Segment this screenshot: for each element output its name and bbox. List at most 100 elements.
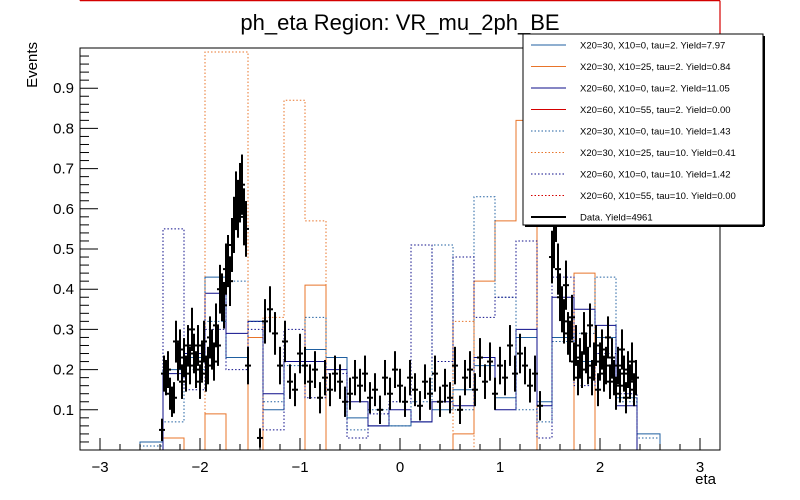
data-point bbox=[367, 382, 373, 414]
data-point bbox=[512, 355, 518, 392]
data-point bbox=[187, 346, 193, 385]
data-point bbox=[575, 359, 581, 396]
data-point bbox=[561, 299, 567, 344]
data-point bbox=[567, 320, 573, 363]
data-point bbox=[297, 333, 303, 374]
data-point bbox=[581, 312, 587, 355]
data-point bbox=[569, 294, 575, 340]
data-point bbox=[422, 364, 428, 399]
data-point bbox=[563, 260, 569, 310]
data-point bbox=[362, 355, 368, 392]
x-axis: −3 −2 −1 0 1 2 3 bbox=[79, 438, 721, 476]
data-point bbox=[629, 342, 635, 381]
data-point bbox=[387, 377, 393, 410]
data-point bbox=[179, 364, 185, 399]
data-point bbox=[337, 364, 343, 399]
data-point bbox=[615, 346, 621, 385]
data-point bbox=[621, 355, 627, 392]
data-point bbox=[607, 364, 613, 399]
data-point bbox=[599, 329, 605, 370]
data-point bbox=[282, 320, 288, 363]
data-point bbox=[227, 256, 233, 307]
data-point bbox=[595, 373, 601, 407]
data-point bbox=[603, 346, 609, 385]
data-point bbox=[467, 351, 473, 389]
data-point bbox=[619, 329, 625, 370]
legend-entry: X20=30, X10=25, tau=10. Yield=0.41 bbox=[531, 148, 736, 159]
data-point bbox=[627, 364, 633, 399]
x-tick-label: 0 bbox=[396, 459, 404, 476]
data-point bbox=[165, 351, 171, 389]
data-point bbox=[312, 351, 318, 389]
data-point bbox=[402, 386, 408, 417]
data-point bbox=[537, 391, 543, 421]
legend-entry: X20=60, X10=55, tau=10. Yield=0.00 bbox=[531, 191, 736, 202]
data-point bbox=[585, 346, 591, 385]
data-point bbox=[477, 338, 483, 377]
data-point bbox=[327, 373, 333, 407]
legend-entry: Data. Yield=4961 bbox=[531, 213, 653, 224]
legend-entry: X20=30, X10=0, tau=2. Yield=7.97 bbox=[531, 41, 725, 52]
y-tick-label: 0.7 bbox=[53, 161, 74, 178]
data-point bbox=[497, 346, 503, 385]
data-point bbox=[357, 368, 363, 403]
data-point bbox=[472, 373, 478, 407]
data-point bbox=[215, 325, 221, 366]
y-tick-label: 0.8 bbox=[53, 120, 74, 137]
x-tick-label: 2 bbox=[596, 459, 604, 476]
data-point bbox=[417, 391, 423, 421]
y-tick-label: 0.1 bbox=[53, 402, 74, 419]
data-point bbox=[527, 368, 533, 403]
data-point bbox=[457, 395, 463, 424]
legend-label: X20=30, X10=0, tau=10. Yield=1.43 bbox=[580, 127, 731, 138]
plot-area: −3 −2 −1 0 1 2 3 0.1 0.2 0.3 0.4 0.5 0.6 0.7 0.8 0.9 bbox=[53, 47, 721, 476]
data-point bbox=[397, 368, 403, 403]
chart-title: ph_eta Region: VR_mu_2ph_BE bbox=[240, 10, 559, 35]
data-point bbox=[197, 364, 203, 399]
legend-label: X20=30, X10=25, tau=10. Yield=0.41 bbox=[580, 148, 736, 159]
y-tick-label: 0.9 bbox=[53, 80, 74, 97]
legend-label: X20=30, X10=25, tau=2. Yield=0.84 bbox=[580, 62, 731, 73]
data-point bbox=[555, 243, 561, 295]
data-point bbox=[407, 359, 413, 396]
data-point bbox=[573, 325, 579, 366]
data-point bbox=[287, 364, 293, 399]
data-point bbox=[183, 355, 189, 392]
data-point bbox=[447, 382, 453, 414]
data-point bbox=[532, 355, 538, 392]
legend-entry: X20=60, X10=0, tau=2. Yield=11.05 bbox=[531, 84, 730, 95]
data-point bbox=[221, 281, 227, 329]
legend-entry: X20=60, X10=0, tau=10. Yield=1.42 bbox=[531, 170, 731, 181]
legend: X20=30, X10=0, tau=2. Yield=7.97 X20=30, … bbox=[522, 33, 765, 227]
x-tick-label: −2 bbox=[191, 459, 208, 476]
data-point bbox=[487, 342, 493, 381]
data-point bbox=[587, 303, 593, 348]
data-point bbox=[452, 346, 458, 385]
data-point bbox=[302, 346, 308, 385]
data-point bbox=[605, 316, 611, 359]
data-point bbox=[159, 418, 165, 442]
x-tick-label: −1 bbox=[291, 459, 308, 476]
data-point bbox=[272, 312, 278, 355]
legend-box bbox=[522, 33, 764, 226]
data-point bbox=[502, 359, 508, 396]
x-tick-label: −3 bbox=[91, 459, 108, 476]
legend-label: X20=60, X10=0, tau=10. Yield=1.42 bbox=[580, 170, 731, 181]
data-point bbox=[245, 346, 251, 385]
data-point bbox=[352, 359, 358, 396]
data-point bbox=[332, 355, 338, 392]
data-points-layer bbox=[159, 154, 639, 448]
data-point bbox=[292, 373, 298, 407]
data-point bbox=[377, 395, 383, 424]
legend-label: X20=30, X10=0, tau=2. Yield=7.97 bbox=[580, 41, 725, 52]
data-point bbox=[201, 320, 207, 363]
data-point bbox=[427, 377, 433, 410]
y-tick-label: 0.3 bbox=[53, 321, 74, 338]
data-point bbox=[173, 320, 179, 363]
legend-entries: X20=30, X10=0, tau=2. Yield=7.97 X20=30, … bbox=[531, 41, 736, 224]
data-point bbox=[517, 333, 523, 374]
data-point bbox=[492, 377, 498, 410]
x-tick-label: 3 bbox=[696, 459, 704, 476]
data-point bbox=[579, 351, 585, 389]
